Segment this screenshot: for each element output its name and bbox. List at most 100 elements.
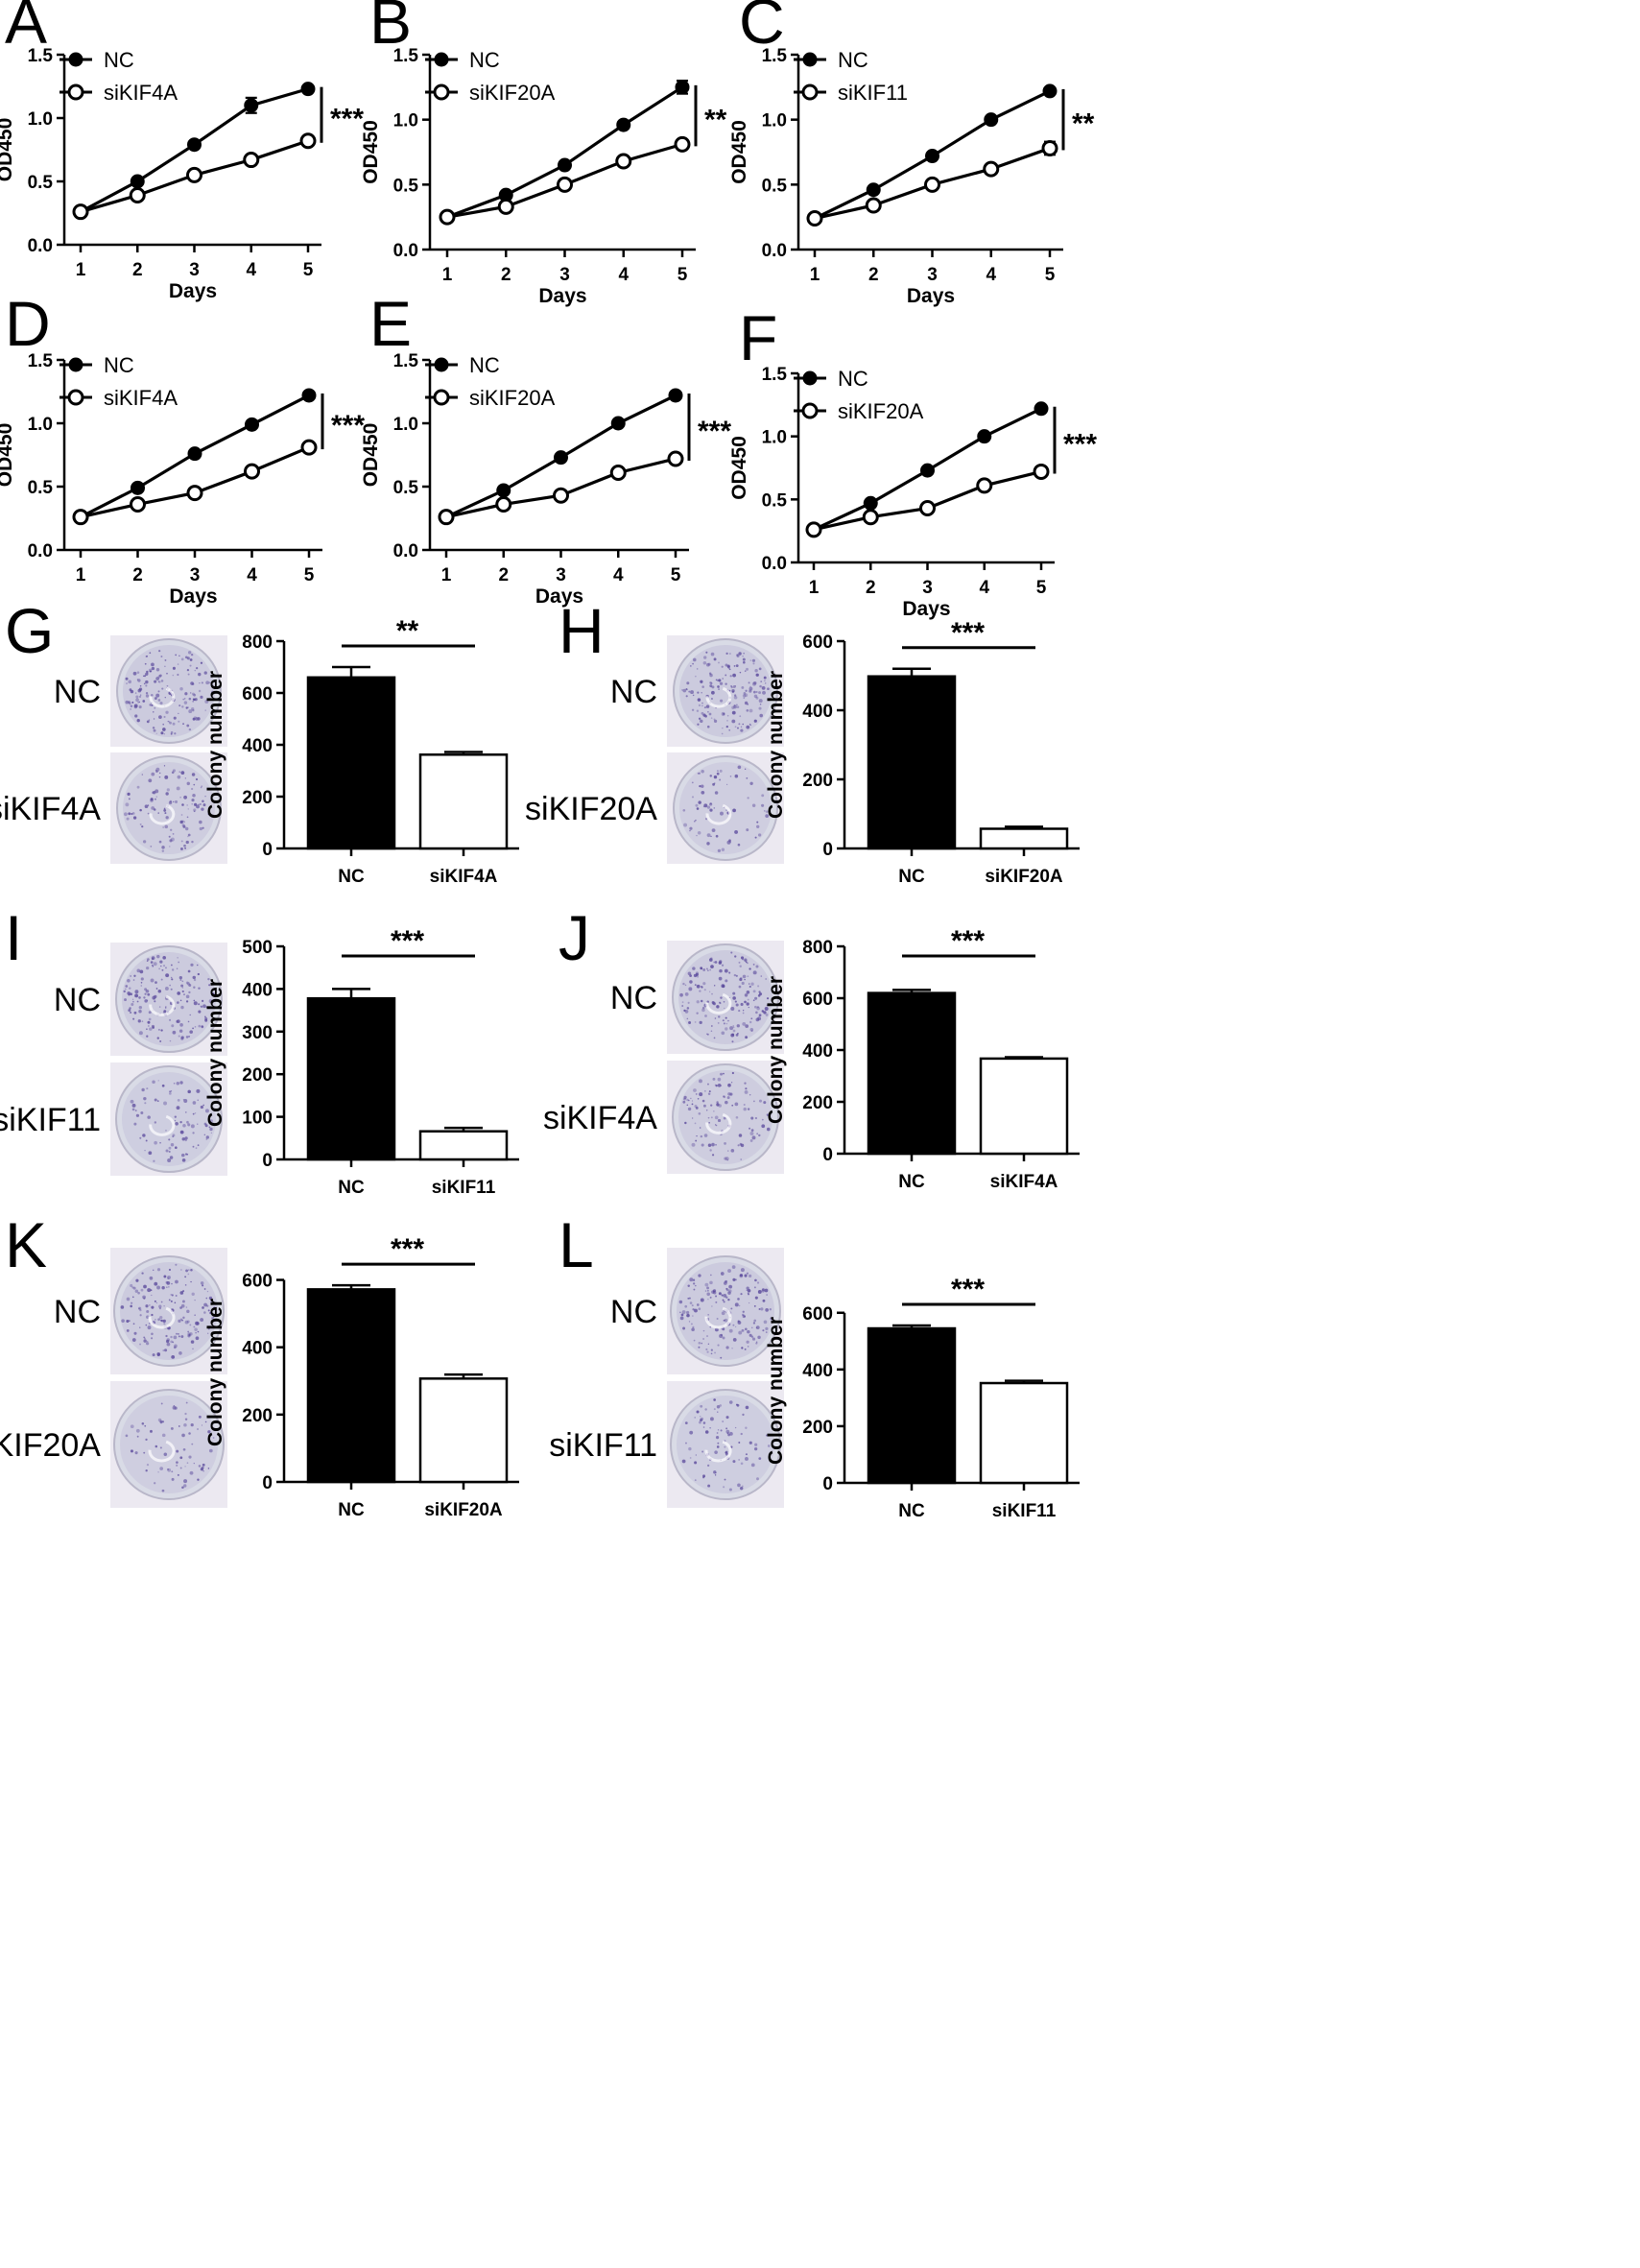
- colony-dot: [736, 705, 740, 708]
- colony-dot: [172, 832, 175, 835]
- x-axis-label: Days: [535, 585, 583, 608]
- colony-dot: [743, 1103, 746, 1106]
- colony-dot: [154, 706, 156, 709]
- colony-dot: [183, 698, 186, 700]
- colony-dot: [130, 975, 132, 977]
- dish-glare: [704, 1440, 732, 1463]
- colony-dot: [758, 1014, 762, 1017]
- colony-dot: [765, 978, 768, 980]
- colony-dot: [157, 812, 159, 814]
- colony-dot: [157, 1471, 159, 1473]
- colony-dot: [719, 769, 723, 773]
- colony-dot: [739, 965, 742, 967]
- colony-dot: [713, 657, 717, 661]
- colony-dot: [707, 1083, 709, 1086]
- colony-dot: [749, 686, 753, 691]
- colony-dot: [140, 981, 143, 984]
- colony-dot: [720, 1072, 724, 1076]
- colony-dot: [194, 1314, 196, 1316]
- colony-dot: [207, 1327, 210, 1330]
- colony-dot: [154, 1098, 157, 1102]
- colony-dot: [136, 671, 140, 674]
- colony-dot: [143, 1339, 147, 1343]
- colony-dot: [151, 1294, 153, 1297]
- colony-dot: [747, 975, 749, 978]
- colony-dot: [171, 1294, 174, 1297]
- y-tick-label: 0: [822, 840, 833, 860]
- colony-dot: [184, 1110, 187, 1113]
- colony-dot: [186, 668, 190, 672]
- colony-dot: [131, 701, 134, 704]
- colony-dot: [742, 1413, 745, 1417]
- colony-dot: [755, 1342, 758, 1345]
- colony-dot: [133, 1331, 137, 1335]
- colony-dot: [752, 999, 755, 1002]
- colony-dot: [180, 840, 183, 843]
- colony-dot: [189, 1030, 193, 1034]
- legend-marker: [801, 402, 819, 419]
- colony-dot: [716, 1101, 719, 1104]
- colony-dot: [133, 974, 136, 977]
- data-point-siKIF20A: [553, 487, 569, 504]
- colony-dot: [698, 1346, 701, 1349]
- colony-dot: [154, 1319, 156, 1321]
- colony-dot: [173, 1346, 177, 1349]
- colony-dot: [695, 1284, 697, 1287]
- colony-dot: [155, 1301, 158, 1304]
- colony-dot: [742, 657, 746, 661]
- colony-dot: [754, 669, 758, 673]
- colony-dot: [169, 1018, 172, 1021]
- colony-dot: [694, 984, 697, 987]
- colony-dot: [150, 978, 154, 983]
- x-tick-label: 2: [498, 565, 509, 585]
- colony-dot: [703, 1089, 706, 1092]
- colony-dot: [741, 686, 745, 689]
- colony-dot: [152, 727, 155, 729]
- colony-dot: [138, 1307, 140, 1309]
- y-tick-label: 1.0: [28, 415, 53, 435]
- colony-dot: [184, 826, 189, 831]
- colony-dot: [202, 1284, 204, 1287]
- colony-dot: [749, 1020, 752, 1024]
- colony-dot: [157, 1080, 159, 1082]
- colony-dot: [731, 1104, 734, 1107]
- colony-dot: [753, 1319, 757, 1323]
- colony-dot: [749, 1441, 752, 1444]
- colony-dot: [751, 1135, 756, 1140]
- data-point-siKIF11: [1041, 139, 1058, 156]
- colony-dot: [692, 1278, 696, 1282]
- colony-dot: [151, 772, 155, 776]
- colony-dot: [700, 719, 703, 724]
- colony-dot: [151, 693, 154, 697]
- colony-dot: [767, 1444, 771, 1447]
- colony-dot: [170, 730, 174, 734]
- dish-row-label: siKIF20A: [0, 1427, 101, 1464]
- colony-dot: [754, 996, 758, 1000]
- colony-dot: [682, 982, 685, 986]
- colony-dot: [745, 1036, 749, 1039]
- colony-dot: [198, 1415, 202, 1419]
- y-axis-label: Colony number: [204, 671, 226, 819]
- colony-dot: [177, 1001, 179, 1004]
- colony-dot: [755, 1341, 758, 1343]
- colony-dot: [730, 1082, 733, 1084]
- y-tick-label: 500: [242, 938, 273, 958]
- colony-dot: [125, 700, 130, 704]
- colony-dot: [174, 1406, 178, 1410]
- colony-dot: [735, 1115, 739, 1119]
- data-point-NC: [925, 149, 939, 164]
- colony-dot: [168, 1138, 171, 1141]
- colony-dot: [709, 1280, 713, 1285]
- colony-dot: [179, 1023, 183, 1027]
- colony-dot: [204, 1018, 208, 1022]
- dish-row-label: siKIF11: [549, 1427, 657, 1464]
- colony-dot: [212, 1437, 215, 1439]
- colony-dot: [188, 728, 192, 731]
- colony-dot: [693, 1339, 696, 1342]
- colony-dot: [165, 967, 167, 969]
- colony-dot: [745, 768, 747, 770]
- colony-dot: [188, 1432, 191, 1435]
- colony-dot: [178, 720, 180, 723]
- colony-dot: [709, 775, 713, 777]
